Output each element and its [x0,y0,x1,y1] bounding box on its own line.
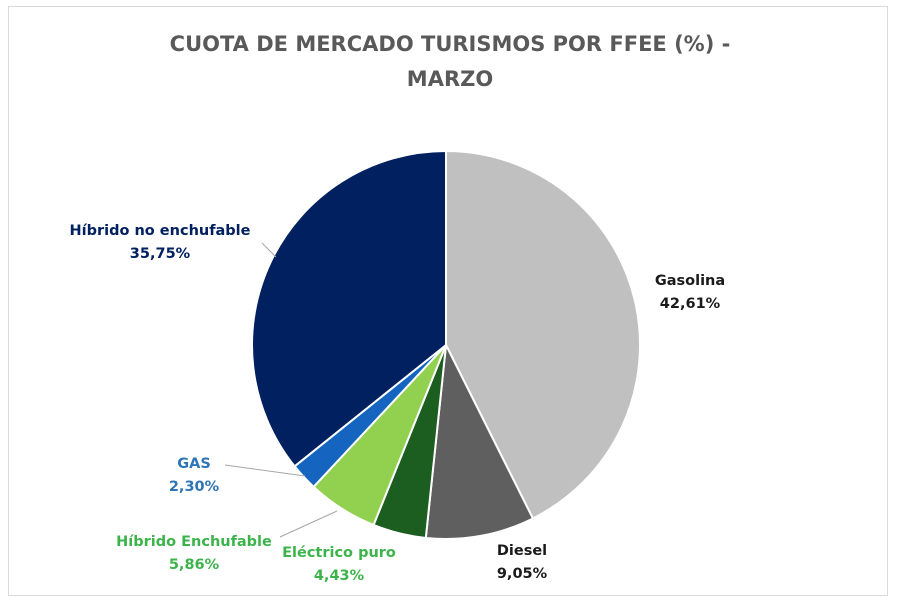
data-label-name: Diesel [497,543,547,559]
data-label-name: GAS [177,456,211,472]
chart-title-line2: MARZO [407,67,493,91]
data-label-diesel: Diesel 9,05% [497,543,548,582]
data-labels: Gasolina 42,61% Diesel 9,05% Eléctrico puro 4… [69,223,725,584]
leader-lines [224,242,338,538]
leader-line-gas [224,464,306,477]
leader-line-hibrido-no-enchufable [261,242,277,258]
data-label-name: Híbrido Enchufable [116,534,272,550]
data-label-name: Gasolina [655,273,725,289]
data-label-value: 42,61% [660,296,721,312]
data-label-gasolina: Gasolina 42,61% [655,273,725,312]
data-label-value: 35,75% [130,246,191,262]
data-label-electrico-puro: Eléctrico puro 4,43% [282,545,396,584]
data-label-name: Eléctrico puro [282,545,396,561]
data-label-value: 4,43% [314,568,365,584]
data-label-value: 2,30% [169,479,220,495]
chart-title-line1: CUOTA DE MERCADO TURISMOS POR FFEE (%) - [170,32,731,56]
data-label-hibrido-no-enchufable: Híbrido no enchufable 35,75% [69,223,250,262]
slice-gasolina [445,149,641,520]
data-label-name: Híbrido no enchufable [69,223,250,239]
data-label-gas: GAS 2,30% [169,456,220,495]
data-label-value: 5,86% [169,557,220,573]
data-label-value: 9,05% [497,566,548,582]
pie-slices [251,149,641,540]
data-label-hibrido-enchufable: Híbrido Enchufable 5,86% [116,534,272,573]
leader-line-hibrido-enchufable [279,510,338,538]
slice-hibrido-no-enchufable [251,149,447,468]
slice-diesel [424,341,535,540]
